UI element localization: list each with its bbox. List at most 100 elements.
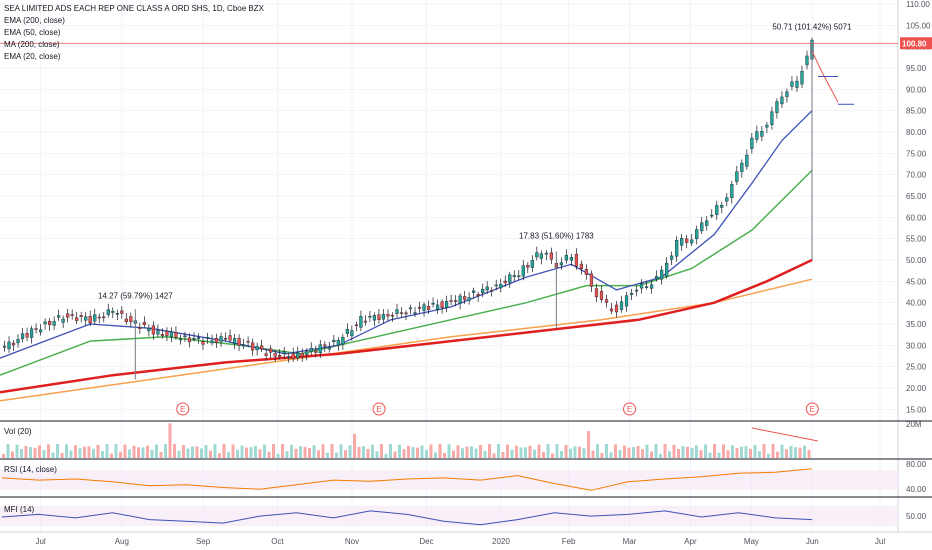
candle-body bbox=[7, 341, 11, 350]
earnings-marker-label: E bbox=[627, 405, 632, 414]
volume-bar bbox=[528, 445, 532, 458]
volume-bar bbox=[690, 447, 694, 458]
price-tick-label: 50.00 bbox=[906, 256, 927, 265]
candle-body bbox=[765, 124, 769, 128]
candle-body bbox=[66, 313, 70, 318]
measure-label: 17.83 (51.60%) 1783 bbox=[519, 232, 594, 241]
volume-bar bbox=[254, 445, 257, 458]
candle-body bbox=[192, 338, 196, 340]
volume-bar bbox=[420, 445, 424, 458]
candle-body bbox=[745, 154, 749, 167]
last-price-label: 100.80 bbox=[902, 39, 927, 48]
volume-bar bbox=[650, 451, 653, 458]
volume-bar bbox=[582, 448, 586, 458]
volume-bar bbox=[222, 444, 226, 458]
legend-ma200: MA (200, close) bbox=[4, 40, 60, 49]
candle-body bbox=[494, 284, 498, 287]
candle-body bbox=[467, 297, 471, 301]
price-tick-label: 75.00 bbox=[906, 149, 927, 158]
price-tick-label: 40.00 bbox=[906, 299, 927, 308]
volume-bar bbox=[470, 446, 473, 458]
volume-bar bbox=[123, 444, 127, 458]
candle-body bbox=[390, 315, 395, 317]
month-label: Jun bbox=[806, 537, 819, 546]
volume-bar bbox=[411, 447, 415, 458]
earnings-marker-label: E bbox=[180, 405, 185, 414]
volume-bar bbox=[159, 452, 163, 458]
volume-bar bbox=[807, 449, 811, 458]
candle-body bbox=[454, 300, 458, 302]
candle-body bbox=[644, 286, 649, 288]
candle-body bbox=[327, 347, 331, 350]
candle-body bbox=[670, 255, 674, 260]
candle-body bbox=[463, 296, 467, 300]
candle-body bbox=[665, 262, 669, 277]
candle-body bbox=[619, 301, 624, 310]
candle-body bbox=[445, 300, 449, 308]
candle-body bbox=[564, 254, 568, 261]
candle-body bbox=[205, 337, 210, 339]
candle-body bbox=[97, 316, 101, 319]
candle-body bbox=[503, 280, 507, 284]
price-tick-label: 20.00 bbox=[906, 384, 927, 393]
volume-bar bbox=[128, 449, 131, 458]
candle-body bbox=[700, 222, 704, 232]
volume-bar bbox=[389, 444, 392, 458]
price-tick-label: 70.00 bbox=[906, 171, 927, 180]
candle-body bbox=[705, 220, 709, 226]
candle-body bbox=[604, 299, 609, 303]
rsi-band bbox=[0, 470, 898, 490]
month-label: May bbox=[744, 537, 759, 546]
volume-bar bbox=[339, 444, 343, 458]
volume-bar bbox=[47, 444, 50, 458]
volume-bar bbox=[281, 444, 284, 458]
volume-bar bbox=[195, 446, 199, 458]
volume-bar bbox=[479, 444, 482, 458]
volume-bar bbox=[627, 447, 631, 458]
legend-ema20: EMA (20, close) bbox=[4, 52, 61, 61]
candle-body bbox=[790, 81, 794, 87]
candle-body bbox=[160, 334, 164, 336]
volume-bar bbox=[798, 447, 802, 458]
volume-bar bbox=[402, 449, 406, 458]
volume-bar bbox=[443, 453, 446, 458]
volume-bar bbox=[393, 451, 397, 458]
volume-bar bbox=[344, 450, 347, 458]
earnings-marker-label: E bbox=[376, 405, 381, 414]
price-tick-label: 25.00 bbox=[906, 363, 927, 372]
volume-bar bbox=[119, 451, 122, 458]
volume-bar bbox=[155, 444, 158, 458]
volume-bar bbox=[321, 444, 325, 458]
volume-bar bbox=[83, 446, 86, 458]
candle-body bbox=[363, 320, 367, 323]
volume-bar bbox=[758, 451, 761, 458]
candle-body bbox=[472, 290, 476, 293]
candle-body bbox=[156, 330, 160, 335]
candle-body bbox=[800, 71, 804, 85]
volume-bar bbox=[407, 445, 410, 458]
candle-body bbox=[269, 348, 273, 353]
volume-bar bbox=[735, 448, 739, 458]
candle-body bbox=[61, 318, 65, 323]
volume-bar bbox=[51, 452, 55, 458]
candle-body bbox=[372, 315, 377, 321]
candle-body bbox=[219, 336, 223, 342]
volume-bar bbox=[524, 447, 527, 458]
volume-bar bbox=[330, 444, 334, 458]
measure-label: 14.27 (59.79%) 1427 bbox=[98, 291, 173, 300]
candle-body bbox=[241, 344, 246, 347]
volume-bar bbox=[456, 445, 460, 458]
candle-body bbox=[84, 316, 88, 321]
candle-body bbox=[354, 324, 358, 327]
candle-body bbox=[287, 356, 291, 358]
price-tick-label: 45.00 bbox=[906, 277, 927, 286]
volume-bar bbox=[353, 433, 356, 458]
candle-body bbox=[431, 302, 435, 305]
candle-body bbox=[201, 341, 205, 345]
volume-bar bbox=[69, 450, 73, 458]
volume-trend-arrow bbox=[751, 427, 819, 442]
volume-bar bbox=[375, 451, 379, 458]
ma200-line bbox=[0, 258, 813, 394]
volume-bar bbox=[731, 445, 734, 458]
volume-bar bbox=[497, 444, 500, 458]
